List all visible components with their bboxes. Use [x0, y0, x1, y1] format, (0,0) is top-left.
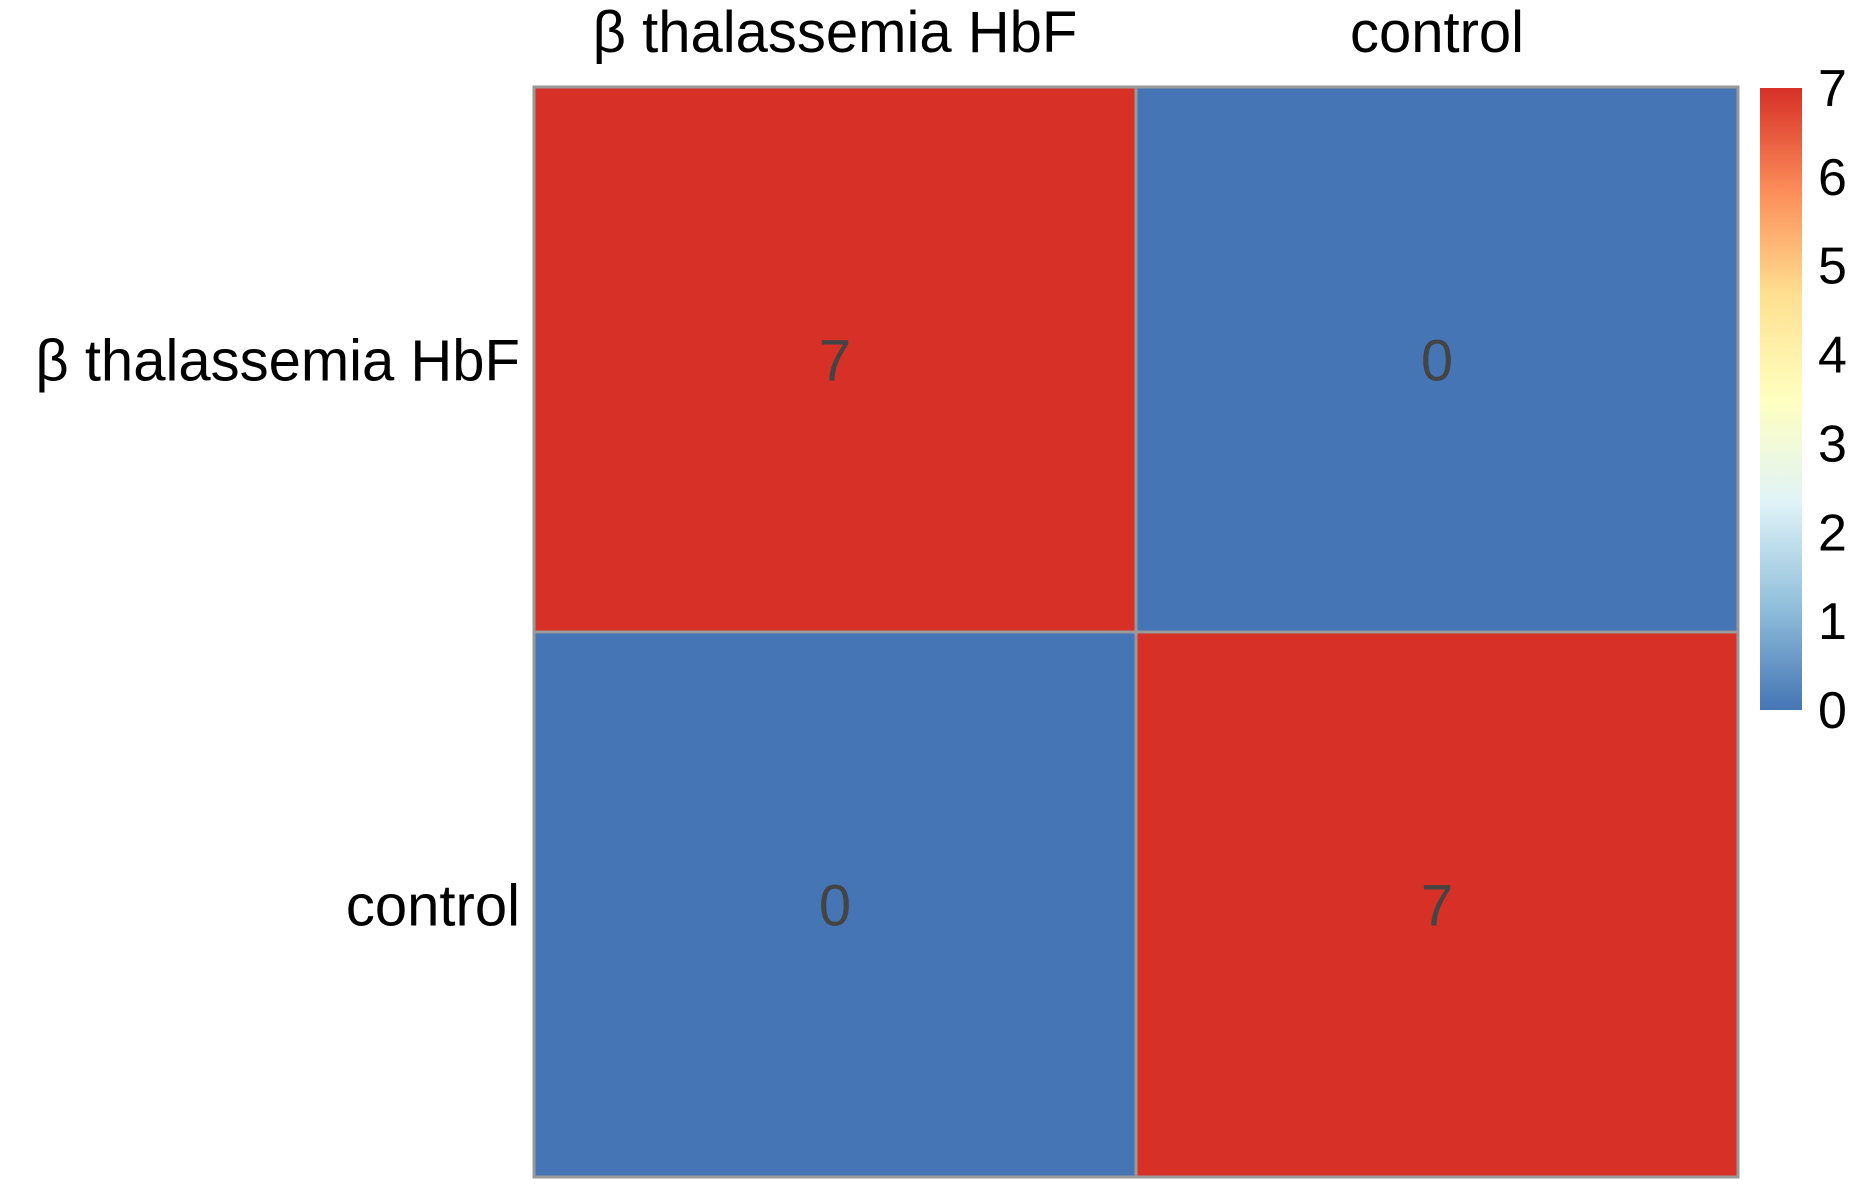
legend-tick-label: 7	[1818, 60, 1847, 118]
legend-colorbar	[1760, 88, 1802, 710]
heatmap-cell	[1134, 630, 1740, 1179]
heatmap-cell	[532, 630, 1138, 1179]
legend-tick-label: 6	[1818, 149, 1847, 207]
row-label: control	[346, 874, 520, 939]
row-label: β thalassemia HbF	[35, 329, 520, 394]
legend-tick-label: 4	[1818, 327, 1847, 385]
labels-layer: 7 0 0 7 β thalassemia HbF control β thalassemi…	[35, 0, 1524, 939]
legend-tick-label: 5	[1818, 238, 1847, 296]
column-label: control	[1350, 0, 1524, 65]
cell-value-label: 7	[819, 329, 851, 394]
heatmap-cell	[1134, 85, 1740, 634]
heatmap-cell	[532, 85, 1138, 634]
column-label: β thalassemia HbF	[593, 0, 1078, 65]
legend-tick-label: 3	[1818, 415, 1847, 473]
cell-value-label: 0	[819, 874, 851, 939]
cell-value-label: 0	[1421, 329, 1453, 394]
legend-tick-label: 1	[1818, 593, 1847, 651]
cells-layer	[532, 85, 1740, 1179]
legend-tick-label: 0	[1818, 682, 1847, 740]
cell-value-label: 7	[1421, 874, 1453, 939]
legend-tick-label: 2	[1818, 504, 1847, 562]
legend-layer: 0 1 2 3 4 5 6 7	[1760, 60, 1847, 740]
